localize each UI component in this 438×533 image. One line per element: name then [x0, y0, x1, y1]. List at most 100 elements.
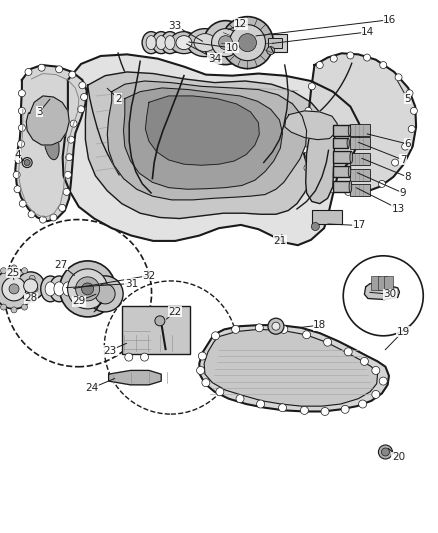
Text: 24: 24: [85, 383, 99, 393]
Ellipse shape: [348, 166, 351, 177]
Circle shape: [9, 284, 19, 294]
Circle shape: [11, 307, 17, 313]
Polygon shape: [107, 81, 307, 200]
Circle shape: [21, 268, 28, 274]
Text: 6: 6: [404, 139, 411, 149]
Polygon shape: [109, 370, 161, 385]
Text: 17: 17: [353, 221, 366, 230]
Circle shape: [316, 61, 323, 69]
Ellipse shape: [45, 282, 56, 296]
Ellipse shape: [347, 138, 350, 148]
Circle shape: [50, 214, 57, 221]
Circle shape: [70, 120, 77, 127]
Bar: [268, 38, 282, 47]
Ellipse shape: [63, 282, 73, 296]
Text: 28: 28: [24, 294, 37, 303]
Circle shape: [19, 200, 26, 207]
Bar: [378, 276, 387, 290]
Circle shape: [379, 377, 387, 385]
Circle shape: [18, 140, 25, 148]
Circle shape: [341, 405, 349, 414]
Text: 16: 16: [383, 15, 396, 25]
Polygon shape: [63, 54, 359, 245]
Text: 21: 21: [274, 236, 287, 246]
Text: 33: 33: [169, 21, 182, 30]
Circle shape: [364, 54, 371, 61]
Circle shape: [280, 325, 288, 334]
Circle shape: [236, 394, 244, 403]
Polygon shape: [15, 65, 87, 221]
Circle shape: [28, 211, 35, 218]
Circle shape: [13, 171, 20, 179]
Ellipse shape: [71, 282, 80, 295]
Circle shape: [81, 93, 88, 101]
Ellipse shape: [49, 276, 69, 302]
Ellipse shape: [170, 31, 198, 54]
Ellipse shape: [142, 31, 160, 54]
Circle shape: [305, 107, 312, 115]
Circle shape: [362, 187, 369, 195]
Circle shape: [304, 164, 311, 172]
Bar: [350, 124, 371, 136]
Circle shape: [257, 400, 265, 408]
Circle shape: [311, 222, 319, 231]
Polygon shape: [303, 53, 416, 193]
Circle shape: [24, 159, 30, 166]
Text: 12: 12: [234, 19, 247, 29]
Circle shape: [345, 188, 352, 196]
Ellipse shape: [44, 128, 59, 160]
Circle shape: [2, 277, 26, 301]
Circle shape: [392, 159, 399, 166]
Circle shape: [267, 47, 275, 55]
Text: 7: 7: [399, 155, 406, 165]
Circle shape: [300, 146, 307, 153]
Bar: [312, 210, 342, 224]
Bar: [122, 306, 190, 354]
Text: 19: 19: [396, 327, 410, 336]
Polygon shape: [85, 72, 331, 219]
Ellipse shape: [59, 277, 77, 301]
Circle shape: [95, 284, 115, 304]
Ellipse shape: [348, 125, 351, 136]
Polygon shape: [204, 329, 378, 406]
Circle shape: [11, 265, 17, 271]
Circle shape: [219, 36, 233, 50]
Circle shape: [378, 445, 392, 459]
Text: 23: 23: [103, 346, 116, 356]
Text: 14: 14: [361, 27, 374, 37]
Circle shape: [15, 156, 22, 164]
Circle shape: [380, 61, 387, 69]
Ellipse shape: [350, 151, 353, 163]
Bar: [350, 137, 371, 149]
Text: 31: 31: [125, 279, 138, 288]
Circle shape: [81, 283, 94, 295]
Ellipse shape: [176, 36, 192, 50]
Ellipse shape: [54, 282, 64, 296]
Circle shape: [29, 296, 35, 302]
Circle shape: [255, 324, 263, 332]
Circle shape: [324, 338, 332, 346]
Polygon shape: [145, 96, 259, 165]
Circle shape: [402, 143, 409, 150]
Circle shape: [24, 279, 38, 293]
Circle shape: [330, 55, 337, 62]
Circle shape: [216, 387, 224, 396]
Text: 13: 13: [392, 204, 405, 214]
Bar: [333, 151, 351, 163]
Circle shape: [18, 124, 25, 132]
Circle shape: [301, 127, 308, 134]
Bar: [333, 138, 348, 148]
Circle shape: [0, 269, 34, 309]
Text: 34: 34: [208, 54, 221, 63]
Text: 5: 5: [404, 94, 411, 103]
Circle shape: [22, 158, 32, 167]
Circle shape: [67, 269, 108, 309]
Text: 9: 9: [399, 188, 406, 198]
Circle shape: [60, 261, 116, 317]
Circle shape: [395, 74, 402, 81]
Circle shape: [372, 366, 380, 375]
Polygon shape: [364, 284, 399, 300]
Circle shape: [314, 177, 321, 185]
Circle shape: [204, 21, 247, 64]
Circle shape: [125, 353, 133, 361]
